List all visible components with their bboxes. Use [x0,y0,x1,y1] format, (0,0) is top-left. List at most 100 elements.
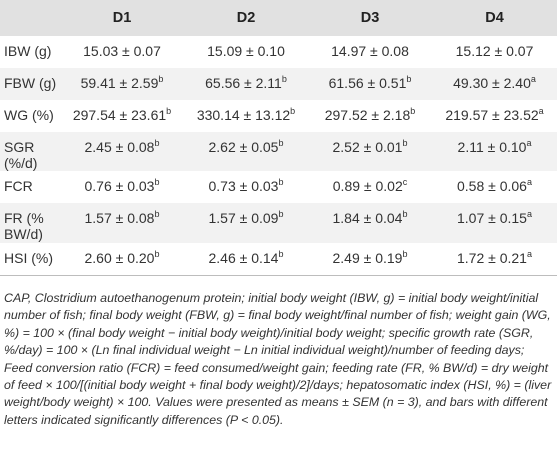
cell-letter: b [290,106,296,116]
cell-value: 2.49 ± 0.19 [332,250,403,266]
growth-performance-table: D1 D2 D3 D4 IBW (g) 15.03 ± 0.07 15.09 ±… [0,0,557,275]
table-bottom-rule [0,275,557,276]
table-cell: 61.56 ± 0.51b [308,68,432,100]
cell-value: 59.41 ± 2.59 [80,75,159,91]
cell-letter: b [402,249,408,259]
row-label-line: BW/d) [4,226,43,242]
row-label: IBW (g) [4,43,52,59]
table-row: IBW (g) 15.03 ± 0.07 15.09 ± 0.10 14.97 … [0,36,557,68]
table-cell: 1.72 ± 0.21a [432,243,557,275]
cell-letter: a [526,249,532,259]
row-label: FBW (g) [4,75,57,91]
cell-letter: b [154,138,160,148]
table-cell: 2.52 ± 0.01b [308,132,432,171]
cell-letter: a [526,138,532,148]
table-cell: 49.30 ± 2.40a [432,68,557,100]
table-cell: 15.09 ± 0.10 [184,36,308,68]
table-cell: 15.12 ± 0.07 [432,36,557,68]
cell-value: 49.30 ± 2.40 [453,75,531,91]
table-cell: 1.57 ± 0.09b [184,203,308,243]
table-row: HSI (%) 2.60 ± 0.20b 2.46 ± 0.14b 2.49 ±… [0,243,557,275]
cell-value: 15.03 ± 0.07 [83,43,161,59]
cell-letter: b [158,74,164,84]
cell-value: 61.56 ± 0.51 [328,75,407,91]
cell-value: 2.52 ± 0.01 [332,139,403,155]
cell-letter: b [278,138,284,148]
cell-value: 1.72 ± 0.21 [457,250,527,266]
cell-letter: b [278,209,284,219]
cell-value: 0.76 ± 0.03 [84,178,155,194]
cell-letter: c [402,177,408,187]
cell-value: 2.46 ± 0.14 [208,250,279,266]
cell-value: 297.54 ± 23.61 [72,107,167,123]
cell-letter: b [402,209,408,219]
row-label: SGR (%/d) [4,139,38,171]
table-cell: 2.11 ± 0.10a [432,132,557,171]
header-row: D1 D2 D3 D4 [0,0,557,36]
cell-letter: b [278,249,284,259]
table-cell: 2.49 ± 0.19b [308,243,432,275]
cell-value: 330.14 ± 13.12 [196,107,291,123]
table-footnote: CAP, Clostridium autoethanogenum protein… [4,291,552,427]
header-cell-d1: D1 [112,10,132,26]
table-cell: 2.45 ± 0.08b [60,132,184,171]
row-label: FCR [4,178,33,194]
cell-value: 15.12 ± 0.07 [455,43,534,59]
cell-value: 1.07 ± 0.15 [457,210,527,226]
cell-value: 0.73 ± 0.03 [208,178,279,194]
cell-value: 297.52 ± 2.18 [324,107,411,123]
table-cell: 2.60 ± 0.20b [60,243,184,275]
table-cell: 297.52 ± 2.18b [308,100,432,132]
table-cell: 297.54 ± 23.61b [60,100,184,132]
row-label: WG (%) [4,107,54,123]
table-cell: 0.76 ± 0.03b [60,171,184,203]
row-label: FR (% BW/d) [0,203,60,243]
table-cell: 15.03 ± 0.07 [60,36,184,68]
cell-value: 1.84 ± 0.04 [332,210,403,226]
header-cell-d4: D4 [485,10,504,26]
cell-letter: b [406,74,412,84]
cell-letter: b [402,138,408,148]
header-cell-corner [0,0,60,36]
cell-letter: b [154,209,160,219]
cell-value: 0.89 ± 0.02 [332,178,403,194]
cell-value: 65.56 ± 2.11 [205,75,282,91]
cell-letter: a [538,106,544,116]
table-row: WG (%) 297.54 ± 23.61b 330.14 ± 13.12b 2… [0,100,557,132]
cell-letter: b [154,177,160,187]
table-cell: 0.58 ± 0.06a [432,171,557,203]
cell-letter: a [530,74,536,84]
cell-value: 2.11 ± 0.10 [457,139,527,155]
cell-letter: b [278,177,284,187]
table-row: FCR 0.76 ± 0.03b 0.73 ± 0.03b 0.89 ± 0.0… [0,171,557,203]
table-row: SGR (%/d) 2.45 ± 0.08b 2.62 ± 0.05b 2.52… [0,132,557,171]
cell-letter: a [526,177,532,187]
table-cell: 219.57 ± 23.52a [432,100,557,132]
cell-value: 2.60 ± 0.20 [84,250,155,266]
table-cell: 0.73 ± 0.03b [184,171,308,203]
header-cell-d2: D2 [236,10,256,26]
header-cell-d3: D3 [360,10,380,26]
cell-value: 15.09 ± 0.10 [207,43,285,59]
cell-value: 2.45 ± 0.08 [84,139,155,155]
cell-letter: b [281,74,287,84]
table-cell: 330.14 ± 13.12b [184,100,308,132]
cell-value: 2.62 ± 0.05 [208,139,279,155]
table-row: FBW (g) 59.41 ± 2.59b 65.56 ± 2.11b 61.5… [0,68,557,100]
table-cell: 2.46 ± 0.14b [184,243,308,275]
cell-letter: b [154,249,160,259]
table-cell: 1.57 ± 0.08b [60,203,184,243]
table-cell: 0.89 ± 0.02c [308,171,432,203]
table-cell: 65.56 ± 2.11b [184,68,308,100]
cell-value: 219.57 ± 23.52 [445,107,539,123]
cell-letter: a [526,209,532,219]
table-cell: 59.41 ± 2.59b [60,68,184,100]
table-row: FR (% BW/d) 1.57 ± 0.08b 1.57 ± 0.09b 1.8… [0,203,557,243]
table-cell: 1.07 ± 0.15a [432,203,557,243]
cell-value: 14.97 ± 0.08 [331,43,409,59]
cell-value: 1.57 ± 0.09 [208,210,279,226]
row-label: HSI (%) [4,250,53,266]
cell-letter: b [166,106,172,116]
table-cell: 2.62 ± 0.05b [184,132,308,171]
